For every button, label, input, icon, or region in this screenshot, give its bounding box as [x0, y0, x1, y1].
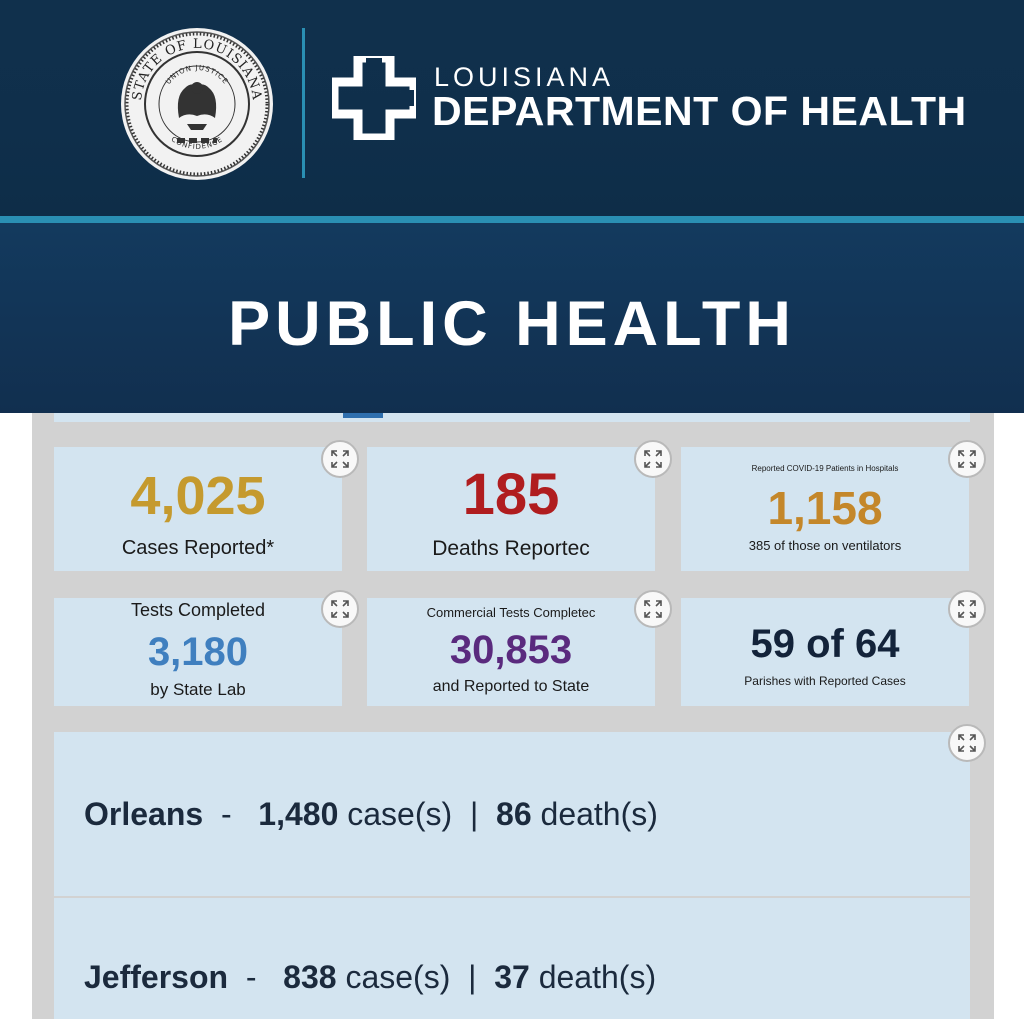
hospital-caption: Reported COVID-19 Patients in Hospitals [751, 464, 899, 473]
hospital-card[interactable]: Reported COVID-19 Patients in Hospitals … [681, 447, 969, 571]
list-item: Jefferson - 838 case(s) | 37 death(s) [84, 959, 656, 996]
org-name-small: LOUISIANA [434, 62, 615, 92]
expand-cases-button[interactable] [321, 440, 359, 478]
expand-deaths-button[interactable] [634, 440, 672, 478]
cases-card[interactable]: 4,025 Cases Reported* [54, 447, 342, 571]
deaths-value: 185 [462, 462, 560, 527]
parishes-value: 59 of 64 [750, 622, 900, 666]
commercial-caption: Commercial Tests Completec [426, 605, 596, 620]
cases-label: Cases Reported* [121, 537, 275, 559]
hospital-label: 385 of those on ventilators [748, 538, 902, 553]
cases-value: 4,025 [130, 466, 266, 526]
expand-arrows-icon [958, 450, 976, 468]
expand-hospital-button[interactable] [948, 440, 986, 478]
dashboard-top-panel [54, 413, 970, 422]
state-seal-icon: STATE OF LOUISIANA UNION JUSTICE CONFIDE… [121, 28, 273, 180]
parish-deaths-unit: death(s) [538, 959, 657, 995]
deaths-label: Deaths Reportec [432, 537, 590, 560]
parish-sep: - [220, 796, 232, 832]
commercial-tests-card[interactable]: Commercial Tests Completec 30,853 and Re… [367, 598, 655, 706]
commercial-value: 30,853 [449, 628, 573, 672]
parish-name: Orleans [84, 796, 204, 832]
expand-arrows-icon [644, 450, 662, 468]
expand-commercial-button[interactable] [634, 590, 672, 628]
parish-divider: | [468, 959, 477, 995]
expand-parish-list-button[interactable] [948, 724, 986, 762]
parish-divider: | [469, 796, 479, 832]
parish-sep: - [245, 959, 257, 995]
expand-arrows-icon [331, 450, 349, 468]
header-divider [302, 28, 305, 178]
parish-list-panel-2 [54, 898, 970, 1019]
parish-cases: 838 [283, 959, 337, 995]
health-cross-logo-icon [332, 56, 416, 140]
org-name-big: DEPARTMENT OF HEALTH [432, 88, 967, 134]
deaths-card[interactable]: 185 Deaths Reportec [367, 447, 655, 571]
list-item: Orleans - 1,480 case(s) | 86 death(s) [84, 796, 658, 833]
state-lab-value: 3,180 [147, 630, 249, 674]
expand-arrows-icon [958, 734, 976, 752]
hospital-value: 1,158 [767, 482, 883, 534]
dashboard-top-indicator [343, 413, 383, 418]
commercial-label: and Reported to State [432, 678, 590, 695]
parish-cases-unit: case(s) [347, 796, 453, 832]
parish-cases-unit: case(s) [345, 959, 451, 995]
parish-deaths: 37 [494, 959, 530, 995]
parish-deaths: 86 [496, 796, 532, 832]
expand-parishes-button[interactable] [948, 590, 986, 628]
parish-cases: 1,480 [258, 796, 339, 832]
parish-deaths-unit: death(s) [540, 796, 658, 832]
expand-arrows-icon [644, 600, 662, 618]
parishes-card[interactable]: 59 of 64 Parishes with Reported Cases [681, 598, 969, 706]
header-accent-line [0, 216, 1024, 223]
expand-state-lab-button[interactable] [321, 590, 359, 628]
parish-name: Jefferson [84, 959, 229, 995]
state-lab-caption: Tests Completed [130, 600, 266, 620]
banner-title: PUBLIC HEALTH [228, 289, 796, 359]
state-lab-tests-card[interactable]: Tests Completed 3,180 by State Lab [54, 598, 342, 706]
parishes-label: Parishes with Reported Cases [744, 674, 906, 688]
header-banner [0, 223, 1024, 413]
parish-list-panel[interactable] [54, 732, 970, 896]
expand-arrows-icon [331, 600, 349, 618]
expand-arrows-icon [958, 600, 976, 618]
state-lab-label: by State Lab [150, 680, 246, 699]
